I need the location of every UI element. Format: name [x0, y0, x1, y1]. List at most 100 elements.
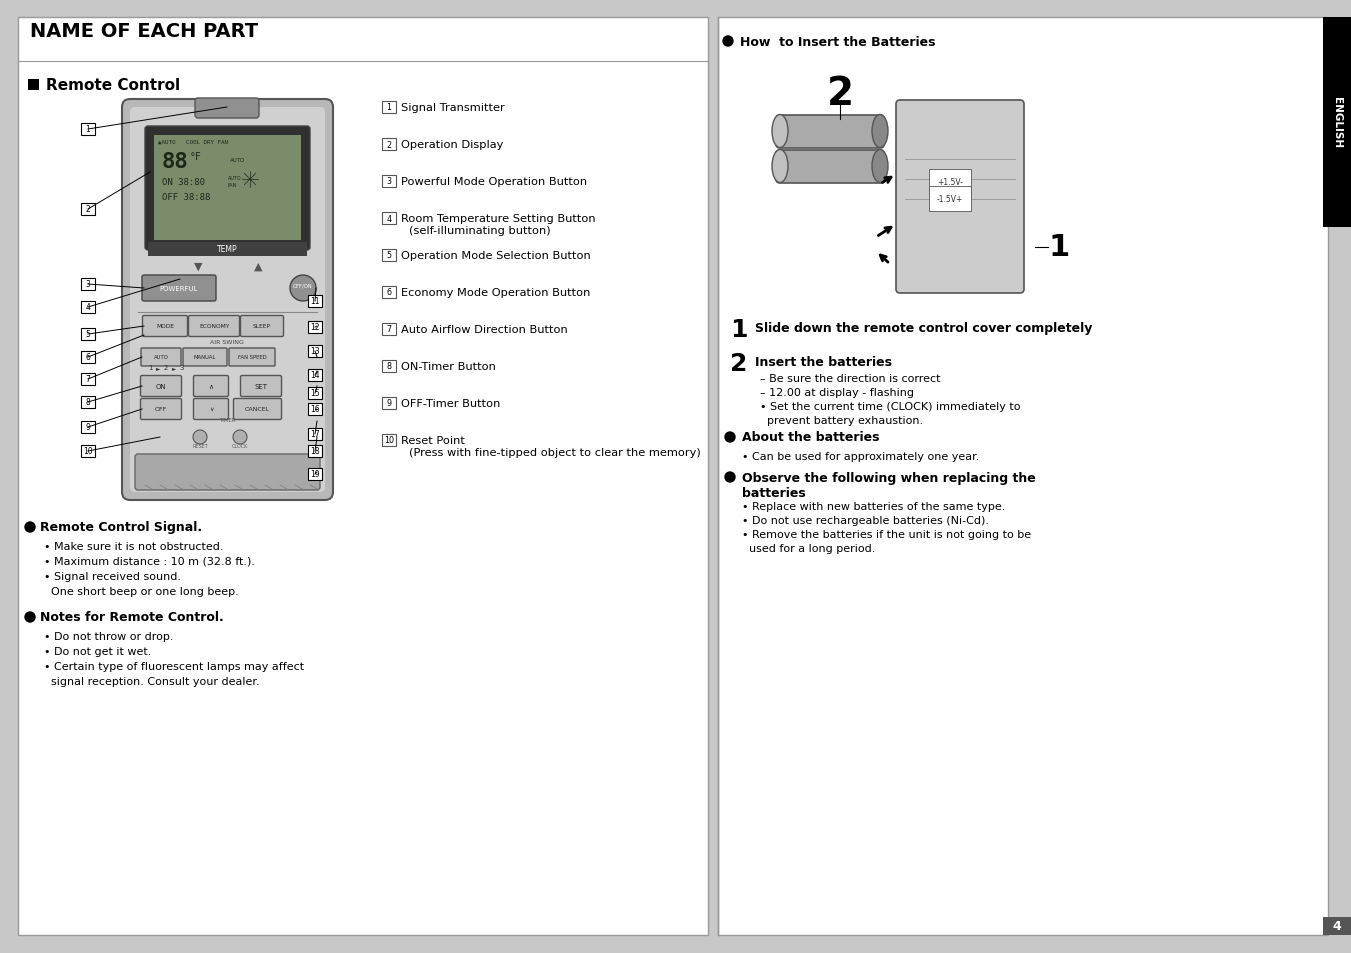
Text: AIR SWING: AIR SWING — [209, 339, 245, 345]
Text: ON: ON — [155, 384, 166, 390]
Text: • Do not throw or drop.: • Do not throw or drop. — [45, 631, 173, 641]
FancyBboxPatch shape — [135, 455, 320, 491]
Text: prevent battery exhaustion.: prevent battery exhaustion. — [761, 416, 923, 426]
FancyBboxPatch shape — [189, 316, 239, 337]
Text: • Do not get it wet.: • Do not get it wet. — [45, 646, 151, 657]
Text: 2: 2 — [386, 140, 392, 150]
Bar — [18, 18, 708, 935]
Text: 1: 1 — [85, 126, 91, 134]
Circle shape — [723, 37, 734, 47]
Text: ►: ► — [172, 366, 176, 371]
Text: AUTO: AUTO — [230, 158, 246, 163]
Text: • Signal received sound.: • Signal received sound. — [45, 572, 181, 581]
Text: 1: 1 — [386, 103, 392, 112]
Text: TEMP: TEMP — [216, 245, 238, 254]
Text: 1: 1 — [147, 365, 153, 371]
Text: 2: 2 — [163, 365, 168, 371]
Bar — [308, 295, 322, 308]
Text: 17: 17 — [311, 430, 320, 439]
Bar — [308, 370, 322, 381]
Text: +1.5V-: +1.5V- — [938, 178, 963, 187]
FancyBboxPatch shape — [141, 399, 181, 420]
Text: 6: 6 — [386, 288, 392, 297]
Text: 15: 15 — [311, 389, 320, 398]
Text: (Press with fine-tipped object to clear the memory): (Press with fine-tipped object to clear … — [409, 448, 701, 457]
Text: (self-illuminating button): (self-illuminating button) — [409, 226, 551, 235]
Text: 5: 5 — [386, 252, 392, 260]
Bar — [81, 124, 95, 136]
Bar — [308, 469, 322, 480]
Text: 13: 13 — [311, 347, 320, 356]
Bar — [81, 421, 95, 434]
Text: 9: 9 — [386, 399, 392, 408]
Bar — [1323, 917, 1351, 935]
Text: AUTO: AUTO — [228, 175, 242, 181]
Bar — [149, 243, 307, 256]
Text: • Set the current time (CLOCK) immediately to: • Set the current time (CLOCK) immediate… — [761, 401, 1020, 412]
Text: 9: 9 — [85, 423, 91, 432]
Text: °F: °F — [190, 152, 201, 162]
Text: One short beep or one long beep.: One short beep or one long beep. — [45, 586, 239, 597]
Text: MODE: MODE — [155, 324, 174, 329]
Ellipse shape — [871, 151, 888, 183]
Bar — [1323, 18, 1351, 228]
Bar — [382, 213, 396, 225]
Text: • Replace with new batteries of the same type.: • Replace with new batteries of the same… — [742, 501, 1005, 512]
Bar — [717, 18, 1328, 935]
Bar — [308, 346, 322, 357]
FancyBboxPatch shape — [240, 316, 284, 337]
Ellipse shape — [771, 151, 788, 183]
Text: POWERFUL: POWERFUL — [159, 286, 199, 292]
Text: Insert the batteries: Insert the batteries — [755, 355, 892, 369]
Text: Observe the following when replacing the: Observe the following when replacing the — [742, 472, 1036, 484]
Text: ON 38:80: ON 38:80 — [162, 178, 205, 187]
Text: 10: 10 — [384, 436, 394, 445]
FancyBboxPatch shape — [141, 376, 181, 397]
Text: 2: 2 — [85, 205, 91, 214]
Bar — [382, 102, 396, 113]
Ellipse shape — [871, 115, 888, 149]
Text: 3: 3 — [386, 177, 392, 186]
FancyBboxPatch shape — [142, 275, 216, 302]
Circle shape — [725, 473, 735, 482]
Text: RESET: RESET — [192, 443, 208, 449]
Text: ∨: ∨ — [208, 407, 213, 412]
Text: • Can be used for approximately one year.: • Can be used for approximately one year… — [742, 452, 979, 461]
Text: About the batteries: About the batteries — [742, 431, 880, 444]
Text: ▲AUTO   COOL DRY FAN: ▲AUTO COOL DRY FAN — [158, 140, 228, 145]
FancyBboxPatch shape — [230, 349, 276, 367]
Bar — [308, 446, 322, 457]
Bar — [382, 360, 396, 373]
Text: TIMER: TIMER — [219, 417, 235, 422]
Text: Operation Display: Operation Display — [401, 140, 504, 150]
Text: 4: 4 — [85, 303, 91, 313]
Text: 3: 3 — [85, 280, 91, 289]
Bar — [81, 329, 95, 340]
Circle shape — [232, 431, 247, 444]
Text: • Make sure it is not obstructed.: • Make sure it is not obstructed. — [45, 541, 223, 552]
Bar — [308, 403, 322, 416]
FancyBboxPatch shape — [141, 349, 181, 367]
Text: • Remove the batteries if the unit is not going to be: • Remove the batteries if the unit is no… — [742, 530, 1031, 539]
Text: 2: 2 — [827, 75, 854, 112]
Text: 4: 4 — [386, 214, 392, 223]
Bar — [382, 250, 396, 262]
Text: Auto Airflow Direction Button: Auto Airflow Direction Button — [401, 325, 567, 335]
Circle shape — [290, 275, 316, 302]
Text: 88: 88 — [162, 152, 189, 172]
Text: Economy Mode Operation Button: Economy Mode Operation Button — [401, 288, 590, 297]
Text: ∧: ∧ — [208, 384, 213, 390]
Text: SET: SET — [254, 384, 267, 390]
Bar — [382, 397, 396, 410]
Text: 2: 2 — [730, 352, 747, 375]
Text: FAN SPEED: FAN SPEED — [238, 355, 266, 360]
FancyBboxPatch shape — [122, 100, 332, 500]
Text: ON-Timer Button: ON-Timer Button — [401, 361, 496, 372]
Text: MANUAL: MANUAL — [193, 355, 216, 360]
Text: OFF-Timer Button: OFF-Timer Button — [401, 398, 500, 409]
Text: CLOCK: CLOCK — [232, 443, 249, 449]
Text: OFF 38:88: OFF 38:88 — [162, 193, 211, 202]
Bar — [81, 278, 95, 291]
Text: Powerful Mode Operation Button: Powerful Mode Operation Button — [401, 177, 588, 187]
FancyBboxPatch shape — [195, 99, 259, 119]
